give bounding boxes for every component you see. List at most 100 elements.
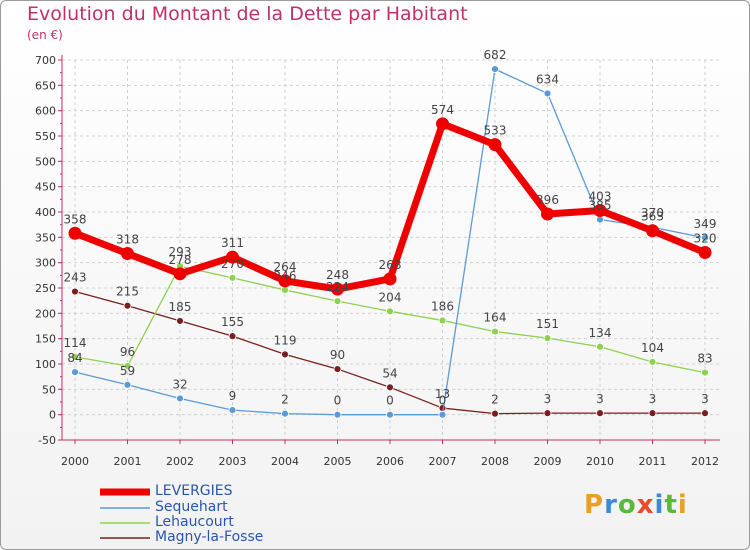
- data-point: [121, 247, 134, 261]
- data-label: 248: [326, 268, 349, 282]
- data-point: [701, 409, 709, 418]
- data-point: [123, 380, 132, 389]
- logo-letter: t: [664, 490, 678, 520]
- data-label: 119: [274, 333, 297, 347]
- data-label: 320: [694, 232, 717, 246]
- data-point: [543, 89, 552, 98]
- data-label: 84: [67, 351, 82, 365]
- data-point: [698, 246, 712, 260]
- data-point: [228, 406, 237, 415]
- x-tick-label: 2003: [219, 455, 247, 468]
- data-point: [543, 334, 552, 343]
- data-label: 2: [281, 393, 289, 407]
- data-label: 114: [64, 336, 87, 350]
- data-point: [648, 409, 657, 418]
- data-label: 3: [649, 392, 657, 406]
- data-label: 243: [64, 271, 87, 285]
- x-tick-label: 2005: [324, 455, 352, 468]
- data-label: 363: [641, 210, 664, 224]
- legend-label-levergies: LEVERGIES: [155, 483, 233, 499]
- logo-letter: i: [654, 490, 665, 520]
- x-tick-label: 2000: [61, 455, 89, 468]
- data-point: [541, 207, 554, 221]
- data-point: [386, 307, 394, 316]
- y-tick-label: 650: [35, 79, 56, 92]
- data-label: 270: [221, 257, 244, 271]
- y-tick-label: -50: [38, 434, 56, 447]
- y-tick-label: 600: [35, 105, 56, 118]
- data-point: [596, 342, 604, 351]
- y-tick-label: 450: [35, 181, 56, 194]
- x-tick-label: 2004: [271, 455, 299, 468]
- data-point: [123, 301, 132, 310]
- data-point: [228, 273, 237, 282]
- data-label: 134: [589, 326, 612, 340]
- chart-unit: (en €): [27, 28, 63, 42]
- data-point: [228, 332, 237, 341]
- data-point: [71, 287, 79, 296]
- data-point: [438, 316, 447, 325]
- data-label: 349: [694, 217, 717, 231]
- data-label: 83: [697, 352, 712, 366]
- data-label: 0: [334, 394, 342, 408]
- legend-label-sequehart: Sequehart: [155, 499, 228, 515]
- data-label: 59: [120, 364, 135, 378]
- data-point: [333, 410, 342, 419]
- data-point: [438, 410, 447, 419]
- data-label: 318: [116, 233, 139, 247]
- data-point: [596, 409, 604, 418]
- data-point: [596, 215, 604, 224]
- y-tick-label: 550: [35, 130, 56, 143]
- y-tick-label: 50: [42, 383, 56, 396]
- data-point: [491, 327, 499, 336]
- data-point: [68, 226, 82, 240]
- y-tick-label: 500: [35, 155, 56, 168]
- data-point: [281, 409, 289, 418]
- data-label: 54: [382, 366, 397, 380]
- y-tick-label: 700: [35, 54, 56, 67]
- data-point: [176, 394, 184, 403]
- logo-letter: o: [617, 490, 637, 520]
- data-label: 396: [536, 193, 559, 207]
- data-label: 13: [435, 387, 450, 401]
- data-label: 9: [229, 389, 237, 403]
- data-label: 32: [172, 377, 187, 391]
- data-point: [226, 250, 239, 264]
- data-point: [333, 365, 342, 373]
- data-label: 96: [120, 345, 135, 359]
- x-tick-label: 2009: [534, 455, 562, 468]
- y-tick-label: 100: [35, 358, 56, 371]
- y-tick-label: 300: [35, 257, 56, 270]
- data-label: 533: [484, 124, 507, 138]
- data-point: [386, 410, 394, 419]
- data-label: 278: [169, 253, 192, 267]
- data-label: 90: [330, 348, 345, 362]
- data-label: 204: [379, 290, 402, 304]
- data-point: [331, 282, 344, 296]
- y-tick-label: 250: [35, 282, 56, 295]
- data-label: 3: [701, 392, 709, 406]
- x-tick-label: 2010: [586, 455, 614, 468]
- y-tick-label: 150: [35, 333, 56, 346]
- y-tick-label: 200: [35, 307, 56, 320]
- data-label: 370: [641, 206, 664, 220]
- data-point: [333, 297, 342, 306]
- x-tick-label: 2011: [639, 455, 667, 468]
- data-label: 0: [439, 394, 447, 408]
- data-point: [123, 362, 132, 370]
- x-tick-label: 2001: [114, 455, 142, 468]
- data-point: [176, 317, 184, 325]
- data-point: [281, 350, 289, 359]
- data-label: 215: [116, 285, 139, 299]
- data-point: [281, 286, 289, 294]
- data-label: 151: [536, 317, 559, 331]
- data-label: 224: [326, 280, 349, 294]
- data-label: 385: [589, 199, 612, 213]
- chart-title: Evolution du Montant de la Dette par Hab…: [27, 3, 468, 25]
- data-point: [491, 409, 499, 418]
- logo-letter: i: [677, 490, 688, 520]
- logo-letter: P: [584, 490, 605, 520]
- legend-label-magny-la-fosse: Magny-la-Fosse: [155, 529, 264, 545]
